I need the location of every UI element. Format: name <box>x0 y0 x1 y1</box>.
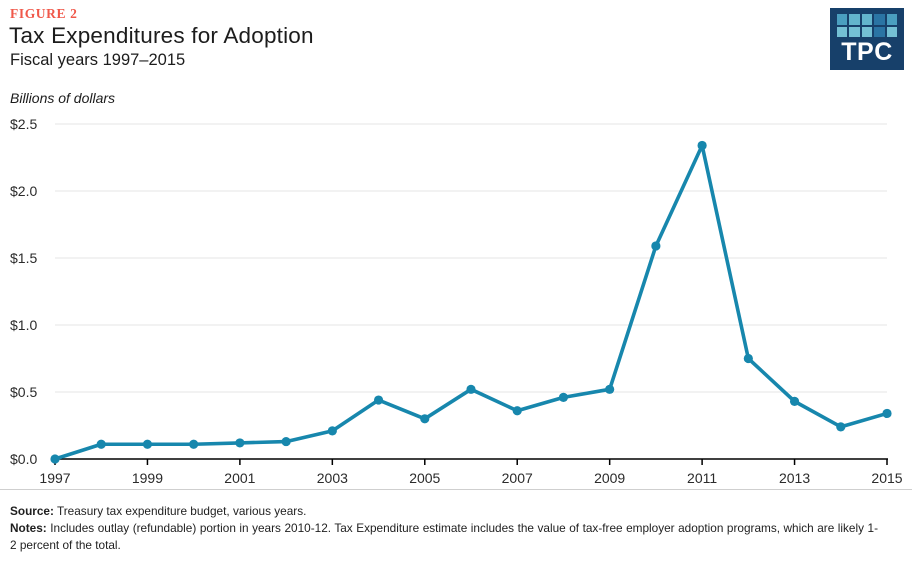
data-point <box>512 406 522 416</box>
footer-divider <box>0 489 912 490</box>
logo-square-icon <box>861 26 873 37</box>
logo-square-icon <box>836 14 848 25</box>
data-point <box>420 414 430 424</box>
logo-square-icon <box>849 26 860 37</box>
data-point <box>836 422 846 432</box>
data-point <box>558 392 569 402</box>
y-axis-unit-label: Billions of dollars <box>10 90 116 106</box>
x-tick-label: 2011 <box>687 470 717 486</box>
logo-square-icon <box>836 26 848 37</box>
data-point <box>96 439 106 449</box>
x-tick-label: 2009 <box>594 470 625 486</box>
footer-notes: Source: Treasury tax expenditure budget,… <box>10 503 878 554</box>
data-point <box>605 384 615 394</box>
data-point <box>697 140 707 151</box>
x-tick-label: 1999 <box>132 470 163 486</box>
x-tick-label: 2003 <box>317 470 348 486</box>
x-tick-label: 2001 <box>224 470 255 486</box>
x-tick-label: 1997 <box>39 470 70 486</box>
data-point <box>281 436 291 447</box>
source-line: Source: Treasury tax expenditure budget,… <box>10 503 878 520</box>
data-point <box>882 408 892 419</box>
y-tick-label: $0.5 <box>10 384 37 400</box>
figure-label: FIGURE 2 <box>10 6 78 21</box>
x-tick-label: 2007 <box>502 470 533 486</box>
data-point <box>789 396 800 406</box>
data-point <box>327 426 337 436</box>
chart-subtitle: Fiscal years 1997–2015 <box>10 51 186 69</box>
data-point <box>189 439 199 449</box>
tpc-logo-text: TPC <box>841 38 893 66</box>
x-tick-label: 2015 <box>871 470 902 486</box>
data-point <box>373 395 384 405</box>
logo-square-icon <box>886 14 898 25</box>
data-point <box>466 384 476 394</box>
x-tick-label: 2013 <box>779 470 810 486</box>
y-tick-label: $1.0 <box>10 317 37 333</box>
logo-square-icon <box>849 14 860 25</box>
data-point <box>743 353 753 364</box>
line-chart-canvas: $0.0 $0.5 $1.0 $1.5 $2.0 $2.5 1997 1999 2001 2003… <box>10 116 903 486</box>
data-point <box>50 454 60 464</box>
x-tick-label: 2005 <box>409 470 440 486</box>
notes-text: Includes outlay (refundable) portion in … <box>10 521 878 552</box>
logo-square-icon <box>874 14 885 25</box>
tpc-logo-squares-icon <box>836 14 898 37</box>
notes-label: Notes: <box>10 521 47 535</box>
y-tick-label: $0.0 <box>10 451 37 467</box>
data-line <box>53 143 889 461</box>
data-point <box>142 439 153 449</box>
y-tick-label: $2.0 <box>10 183 37 199</box>
notes-line: Notes: Includes outlay (refundable) port… <box>10 520 878 554</box>
logo-square-icon <box>861 14 873 25</box>
chart-title: Tax Expenditures for Adoption <box>9 23 314 48</box>
source-label: Source: <box>10 504 54 518</box>
source-text: Treasury tax expenditure budget, various… <box>53 504 307 518</box>
y-tick-label: $1.5 <box>10 250 37 266</box>
y-tick-label: $2.5 <box>10 116 37 132</box>
tpc-logo: TPC <box>830 8 904 70</box>
data-point <box>235 438 245 448</box>
data-point <box>651 241 661 251</box>
logo-square-icon <box>874 26 885 37</box>
logo-square-icon <box>886 26 898 37</box>
